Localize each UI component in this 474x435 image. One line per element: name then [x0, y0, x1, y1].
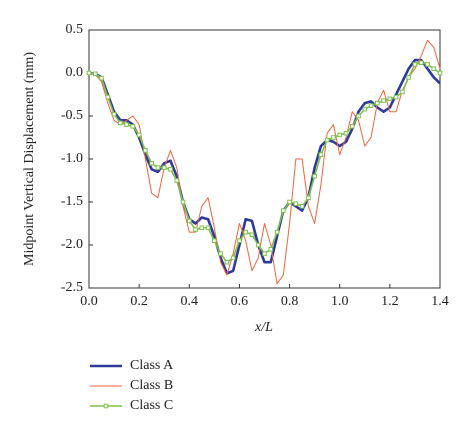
series-marker	[168, 167, 173, 172]
series-marker	[418, 60, 424, 65]
series-marker	[349, 124, 355, 129]
series-marker	[306, 195, 311, 200]
series-line	[88, 39, 441, 285]
series-marker	[118, 120, 123, 126]
series-marker	[243, 229, 248, 235]
series-marker	[155, 165, 161, 170]
series-marker	[281, 208, 286, 213]
y-tick-label: 0.5	[66, 22, 84, 37]
x-tick-label: 0.6	[231, 294, 249, 309]
legend-marker	[103, 403, 109, 409]
x-tick-label: 0.8	[281, 294, 299, 309]
y-tick-label: -1.5	[61, 194, 83, 209]
legend-label: Class A	[130, 358, 174, 373]
series-line	[88, 58, 441, 275]
series-marker	[143, 148, 148, 153]
series-marker	[105, 94, 111, 100]
series-marker	[124, 122, 129, 127]
series-marker	[331, 135, 336, 140]
y-tick-label: -2.0	[61, 237, 83, 252]
series-marker	[274, 229, 280, 235]
series-marker	[218, 251, 223, 256]
series-marker	[362, 106, 368, 112]
legend-label: Class C	[130, 398, 173, 413]
series-marker	[180, 199, 186, 205]
series-marker	[86, 70, 92, 76]
series-marker	[412, 62, 418, 67]
series-marker	[356, 113, 361, 119]
series-marker	[205, 225, 211, 231]
series-marker	[343, 130, 349, 136]
series-marker	[431, 66, 437, 72]
series-marker	[174, 178, 180, 183]
y-tick-label: 0.0	[66, 65, 84, 80]
y-tick-label: -2.5	[61, 280, 83, 295]
series-marker	[387, 96, 393, 102]
series-marker	[318, 152, 324, 157]
series-marker	[268, 247, 274, 252]
series-marker	[161, 165, 167, 170]
x-tick-label: 0.4	[181, 294, 199, 309]
series-marker	[149, 161, 154, 166]
series-marker	[337, 132, 343, 138]
series-marker	[381, 98, 386, 103]
series-marker	[406, 75, 411, 80]
series-marker	[255, 242, 261, 248]
series-marker	[324, 137, 330, 143]
series-marker	[400, 89, 405, 95]
x-tick-label: 1.2	[381, 294, 399, 309]
series-marker	[287, 199, 292, 205]
series-line	[88, 61, 441, 263]
series-marker	[237, 238, 242, 243]
series-marker	[186, 218, 192, 224]
series-marker	[136, 132, 142, 138]
series-marker	[130, 124, 136, 129]
series-marker	[375, 100, 380, 106]
x-tick-label: 1.4	[431, 294, 449, 309]
series-marker	[437, 70, 443, 76]
series-marker	[312, 173, 317, 179]
series-marker	[92, 71, 98, 77]
y-tick-label: -0.5	[61, 108, 83, 123]
y-axis-label: Midpoint Vertical Displacement (mm)	[22, 52, 37, 266]
series-marker	[212, 238, 217, 243]
series-marker	[393, 94, 399, 100]
x-tick-label: 0.0	[80, 294, 98, 309]
series-marker	[249, 232, 255, 237]
series-marker	[111, 111, 117, 117]
series-marker	[368, 103, 374, 108]
series-marker	[224, 259, 230, 265]
series-marker	[299, 204, 305, 209]
legend-label: Class B	[130, 378, 173, 393]
series-marker	[293, 201, 299, 207]
x-tick-label: 1.0	[331, 294, 349, 309]
x-axis-label: x/L	[254, 320, 273, 335]
series-marker	[193, 227, 198, 232]
y-tick-label: -1.0	[61, 151, 83, 166]
x-tick-label: 0.2	[130, 294, 148, 309]
series-marker	[425, 62, 430, 67]
plot-frame	[88, 29, 441, 289]
series-marker	[99, 75, 104, 81]
series-marker	[230, 255, 236, 261]
series-marker	[199, 225, 205, 231]
series-marker	[262, 251, 267, 256]
